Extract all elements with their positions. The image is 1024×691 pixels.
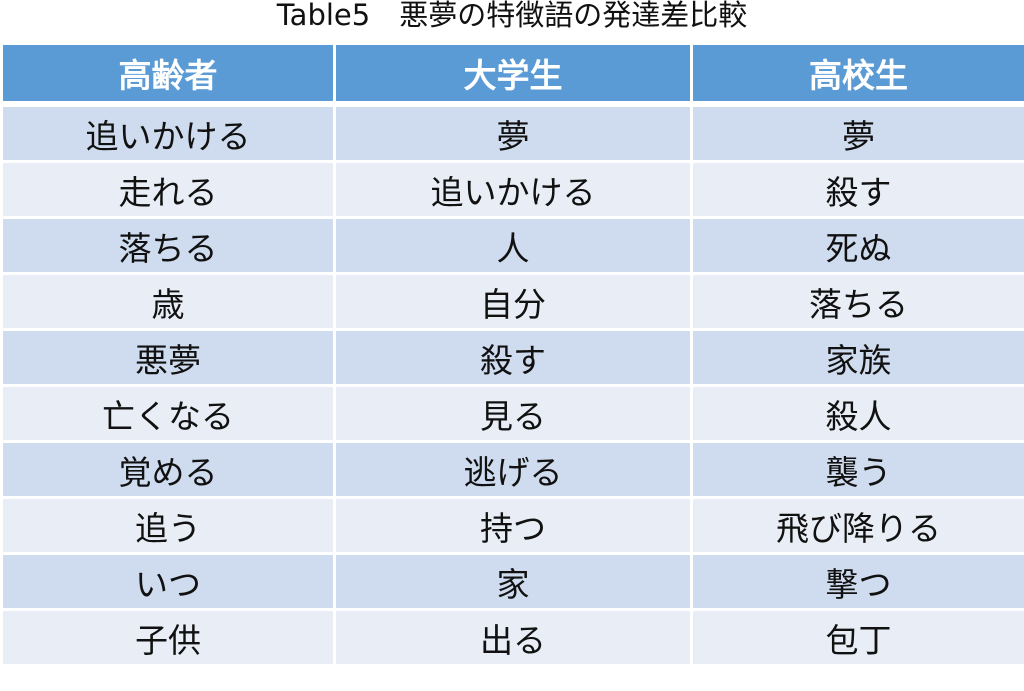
- table-row: 追う 持つ 飛び降りる: [0, 496, 1024, 555]
- table-title: Table5 悪夢の特徴語の発達差比較: [276, 0, 748, 32]
- cell-university: 家: [333, 552, 693, 611]
- cell-highschool: 落ちる: [690, 272, 1024, 331]
- cell-university: 出る: [333, 608, 693, 667]
- table-row: 追いかける夢夢: [0, 102, 1024, 163]
- cell-university: 持つ: [333, 496, 693, 555]
- cell-highschool: 包丁: [690, 608, 1024, 667]
- cell-elderly: 歳: [0, 272, 336, 331]
- cell-elderly: 追いかける: [0, 102, 336, 163]
- header-university: 大学生: [333, 42, 693, 107]
- table-row: 走れる 追いかける 殺す: [0, 160, 1024, 219]
- cell-highschool: 夢: [690, 102, 1024, 163]
- cell-highschool: 撃つ: [690, 552, 1024, 611]
- cell-university: 自分: [333, 272, 693, 331]
- cell-university: 夢: [333, 102, 693, 163]
- table-row: 覚める 逃げる 襲う: [0, 440, 1024, 499]
- cell-highschool: 飛び降りる: [690, 496, 1024, 555]
- table-row: 亡くなる 見る 殺人: [0, 384, 1024, 443]
- cell-university: 逃げる: [333, 440, 693, 499]
- cell-elderly: 落ちる: [0, 216, 336, 275]
- comparison-table: 高齢者 大学生 高校生 追いかける夢夢走れる 追いかける 殺す 落ちる人死ぬ歳自分 落ち…: [0, 42, 1024, 667]
- cell-elderly: 悪夢: [0, 328, 336, 387]
- table-row: 落ちる人死ぬ: [0, 216, 1024, 275]
- cell-university: 殺す: [333, 328, 693, 387]
- cell-university: 人: [333, 216, 693, 275]
- table-row: 子供 出る 包丁: [0, 608, 1024, 667]
- cell-elderly: 子供: [0, 608, 336, 667]
- cell-elderly: 走れる: [0, 160, 336, 219]
- cell-elderly: 追う: [0, 496, 336, 555]
- cell-university: 追いかける: [333, 160, 693, 219]
- table-row: いつ家撃つ: [0, 552, 1024, 611]
- header-elderly: 高齢者: [0, 42, 336, 107]
- cell-highschool: 襲う: [690, 440, 1024, 499]
- header-highschool: 高校生: [690, 42, 1024, 107]
- cell-highschool: 家族: [690, 328, 1024, 387]
- table-row: 悪夢 殺す 家族: [0, 328, 1024, 387]
- cell-elderly: 亡くなる: [0, 384, 336, 443]
- table-row: 歳自分 落ちる: [0, 272, 1024, 331]
- header-row: 高齢者 大学生 高校生: [0, 42, 1024, 107]
- cell-highschool: 死ぬ: [690, 216, 1024, 275]
- cell-elderly: 覚める: [0, 440, 336, 499]
- cell-university: 見る: [333, 384, 693, 443]
- cell-highschool: 殺人: [690, 384, 1024, 443]
- cell-elderly: いつ: [0, 552, 336, 611]
- cell-highschool: 殺す: [690, 160, 1024, 219]
